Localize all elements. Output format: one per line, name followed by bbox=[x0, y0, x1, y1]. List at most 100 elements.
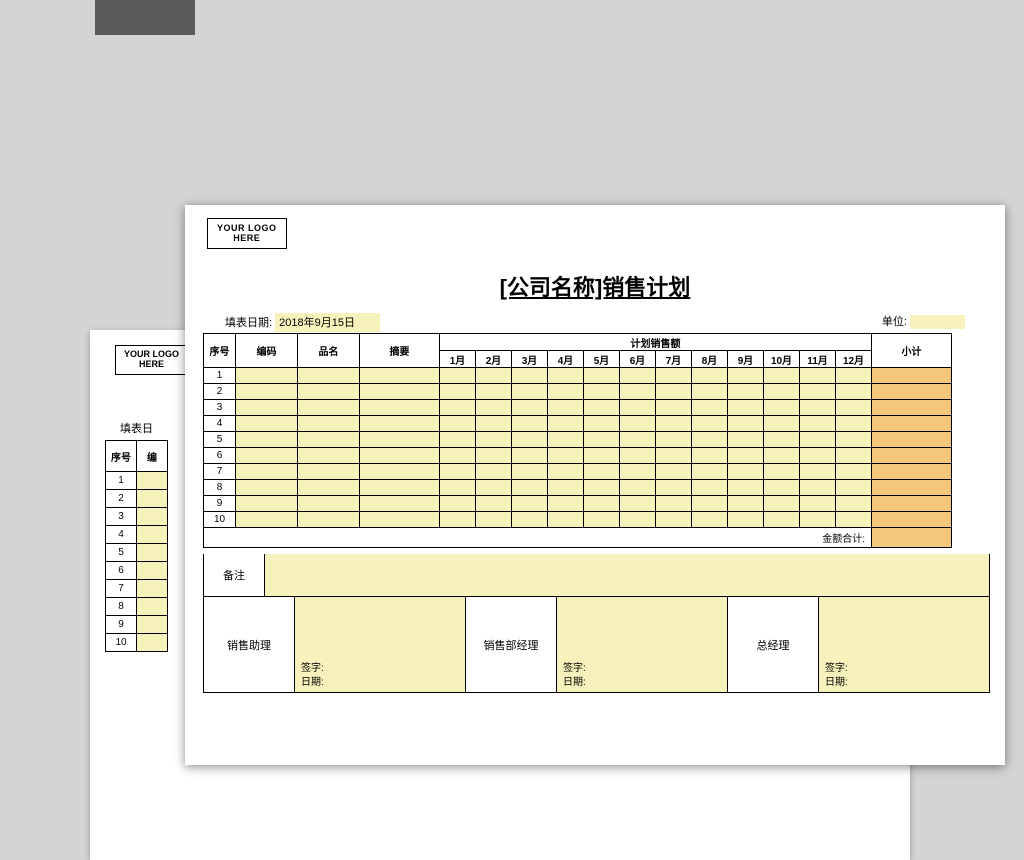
cell-summary[interactable] bbox=[360, 400, 440, 416]
cell-month[interactable] bbox=[692, 384, 728, 400]
cell-month[interactable] bbox=[620, 416, 656, 432]
cell-name[interactable] bbox=[298, 496, 360, 512]
cell-month[interactable] bbox=[764, 480, 800, 496]
cell-month[interactable] bbox=[764, 384, 800, 400]
cell-month[interactable] bbox=[476, 512, 512, 528]
cell-month[interactable] bbox=[476, 496, 512, 512]
cell-summary[interactable] bbox=[360, 432, 440, 448]
cell-summary[interactable] bbox=[360, 480, 440, 496]
unit-input[interactable] bbox=[910, 315, 965, 329]
cell-month[interactable] bbox=[656, 496, 692, 512]
cell-name[interactable] bbox=[298, 400, 360, 416]
cell-month[interactable] bbox=[764, 512, 800, 528]
sig-assistant-box[interactable]: 签字: 日期: bbox=[295, 597, 466, 692]
cell-code[interactable] bbox=[236, 384, 298, 400]
cell-month[interactable] bbox=[548, 432, 584, 448]
cell-month[interactable] bbox=[656, 512, 692, 528]
cell-month[interactable] bbox=[440, 512, 476, 528]
cell-month[interactable] bbox=[620, 464, 656, 480]
fill-date-value[interactable]: 2018年9月15日 bbox=[275, 313, 380, 332]
cell-month[interactable] bbox=[836, 384, 872, 400]
cell-month[interactable] bbox=[476, 464, 512, 480]
cell-name[interactable] bbox=[298, 384, 360, 400]
cell-month[interactable] bbox=[620, 400, 656, 416]
cell-month[interactable] bbox=[620, 496, 656, 512]
sig-deptmgr-box[interactable]: 签字: 日期: bbox=[557, 597, 728, 692]
cell-name[interactable] bbox=[298, 464, 360, 480]
cell-month[interactable] bbox=[800, 496, 836, 512]
cell-month[interactable] bbox=[728, 416, 764, 432]
remark-body[interactable] bbox=[265, 554, 989, 596]
cell-month[interactable] bbox=[800, 368, 836, 384]
cell-month[interactable] bbox=[764, 400, 800, 416]
cell-month[interactable] bbox=[692, 432, 728, 448]
cell-month[interactable] bbox=[476, 432, 512, 448]
cell-month[interactable] bbox=[620, 480, 656, 496]
cell-month[interactable] bbox=[800, 400, 836, 416]
cell-month[interactable] bbox=[800, 416, 836, 432]
cell-month[interactable] bbox=[728, 432, 764, 448]
cell-month[interactable] bbox=[728, 512, 764, 528]
cell-month[interactable] bbox=[656, 464, 692, 480]
cell-month[interactable] bbox=[476, 400, 512, 416]
cell-month[interactable] bbox=[836, 464, 872, 480]
cell-month[interactable] bbox=[548, 496, 584, 512]
cell-month[interactable] bbox=[656, 368, 692, 384]
cell-month[interactable] bbox=[800, 448, 836, 464]
cell-month[interactable] bbox=[800, 464, 836, 480]
cell-month[interactable] bbox=[728, 448, 764, 464]
cell-code[interactable] bbox=[236, 432, 298, 448]
cell-month[interactable] bbox=[836, 496, 872, 512]
cell-month[interactable] bbox=[620, 384, 656, 400]
cell-month[interactable] bbox=[836, 400, 872, 416]
cell-month[interactable] bbox=[548, 368, 584, 384]
cell-month[interactable] bbox=[512, 480, 548, 496]
cell-month[interactable] bbox=[800, 384, 836, 400]
cell-month[interactable] bbox=[512, 384, 548, 400]
cell-month[interactable] bbox=[692, 464, 728, 480]
cell-month[interactable] bbox=[692, 400, 728, 416]
cell-month[interactable] bbox=[440, 480, 476, 496]
cell-month[interactable] bbox=[584, 496, 620, 512]
cell-name[interactable] bbox=[298, 480, 360, 496]
cell-month[interactable] bbox=[764, 464, 800, 480]
cell-name[interactable] bbox=[298, 512, 360, 528]
cell-month[interactable] bbox=[512, 432, 548, 448]
cell-month[interactable] bbox=[584, 400, 620, 416]
cell-month[interactable] bbox=[692, 496, 728, 512]
cell-month[interactable] bbox=[764, 416, 800, 432]
cell-month[interactable] bbox=[836, 416, 872, 432]
cell-month[interactable] bbox=[476, 448, 512, 464]
cell-month[interactable] bbox=[548, 512, 584, 528]
cell-month[interactable] bbox=[656, 400, 692, 416]
cell-month[interactable] bbox=[728, 400, 764, 416]
cell-month[interactable] bbox=[440, 448, 476, 464]
cell-month[interactable] bbox=[584, 368, 620, 384]
cell-summary[interactable] bbox=[360, 512, 440, 528]
cell-month[interactable] bbox=[764, 448, 800, 464]
cell-summary[interactable] bbox=[360, 368, 440, 384]
cell-month[interactable] bbox=[728, 368, 764, 384]
cell-summary[interactable] bbox=[360, 496, 440, 512]
cell-code[interactable] bbox=[236, 512, 298, 528]
cell-month[interactable] bbox=[836, 368, 872, 384]
cell-code[interactable] bbox=[236, 464, 298, 480]
cell-month[interactable] bbox=[728, 464, 764, 480]
cell-month[interactable] bbox=[476, 384, 512, 400]
cell-month[interactable] bbox=[692, 416, 728, 432]
cell-month[interactable] bbox=[476, 416, 512, 432]
cell-code[interactable] bbox=[236, 480, 298, 496]
cell-month[interactable] bbox=[764, 496, 800, 512]
cell-month[interactable] bbox=[512, 512, 548, 528]
cell-month[interactable] bbox=[440, 400, 476, 416]
cell-month[interactable] bbox=[440, 368, 476, 384]
cell-name[interactable] bbox=[298, 448, 360, 464]
cell-month[interactable] bbox=[512, 400, 548, 416]
cell-month[interactable] bbox=[584, 512, 620, 528]
cell-month[interactable] bbox=[548, 400, 584, 416]
cell-summary[interactable] bbox=[360, 464, 440, 480]
cell-month[interactable] bbox=[800, 480, 836, 496]
cell-month[interactable] bbox=[836, 480, 872, 496]
cell-name[interactable] bbox=[298, 368, 360, 384]
cell-month[interactable] bbox=[548, 480, 584, 496]
